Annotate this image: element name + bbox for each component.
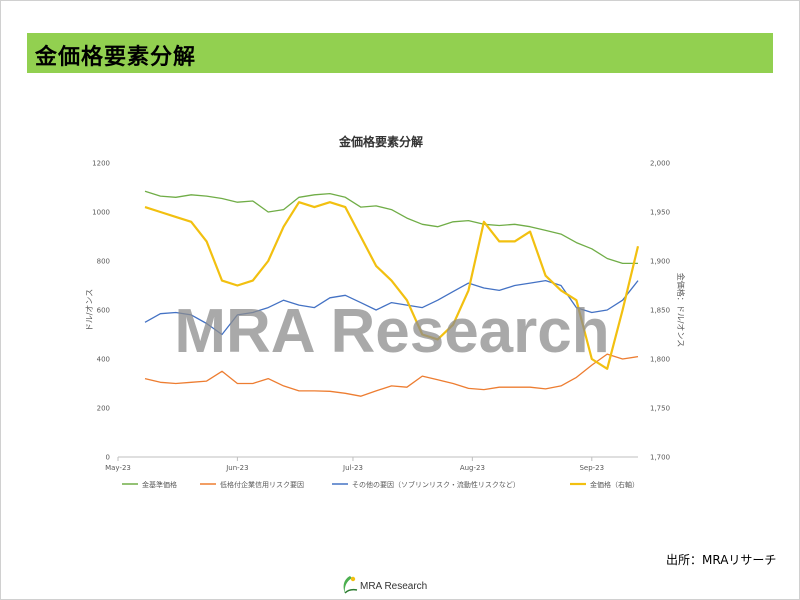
x-tick-label: Jul-23: [342, 464, 363, 472]
chart-legend: 金基準価格 低格付企業信用リスク要因 その他の要因（ソブリンリスク・流動性リスクなど…: [122, 480, 639, 489]
title-bar: 金価格要素分解: [27, 33, 773, 73]
y-tick-label: 200: [97, 405, 110, 413]
y-tick-label: 0: [106, 454, 110, 462]
chart-axes: 0 200 400 600 800 1000 1200 1,700 1,750 1,800 1,85…: [85, 160, 686, 473]
y2-tick-label: 2,000: [650, 160, 670, 168]
series-line-1: [144, 353, 639, 397]
watermark: MRA Research: [174, 297, 609, 366]
y2-tick-label: 1,950: [650, 209, 670, 217]
x-tick-label: Jun-23: [225, 464, 248, 472]
x-tick-label: May-23: [105, 464, 131, 472]
source-note: 出所：MRAリサーチ: [666, 553, 777, 567]
page-title: 金価格要素分解: [35, 45, 197, 70]
y2-axis-label: 金価格：ドル/オンス: [676, 273, 686, 348]
x-tick-label: Sep-23: [579, 464, 604, 472]
y2-tick-label: 1,800: [650, 356, 670, 364]
y2-tick-label: 1,850: [650, 307, 670, 315]
y-tick-label: 800: [97, 258, 110, 266]
legend-label-1: 低格付企業信用リスク要因: [220, 480, 304, 489]
legend-label-0: 金基準価格: [142, 480, 177, 489]
y-tick-label: 1200: [92, 160, 110, 168]
x-tick-label: Aug-23: [460, 464, 485, 472]
legend-label-3: 金価格（右軸）: [590, 480, 639, 489]
y-tick-label: 1000: [92, 209, 110, 217]
y-tick-label: 600: [97, 307, 110, 315]
chart-title: 金価格要素分解: [338, 134, 423, 149]
y-tick-label: 400: [97, 356, 110, 364]
footer-logo-text: MRA Research: [360, 581, 428, 592]
legend-label-2: その他の要因（ソブリンリスク・流動性リスクなど）: [352, 480, 520, 489]
y-axis-label: ドル/オンス: [85, 289, 94, 332]
footer-logo: MRA Research: [338, 573, 478, 597]
y2-tick-label: 1,750: [650, 405, 670, 413]
y2-tick-label: 1,700: [650, 454, 670, 462]
logo-icon: [343, 576, 358, 594]
series-line-2: [144, 279, 639, 336]
series-line-3: [144, 201, 640, 370]
series-line-0: [144, 190, 638, 265]
chart-lines: [144, 190, 640, 397]
y2-tick-label: 1,900: [650, 258, 670, 266]
